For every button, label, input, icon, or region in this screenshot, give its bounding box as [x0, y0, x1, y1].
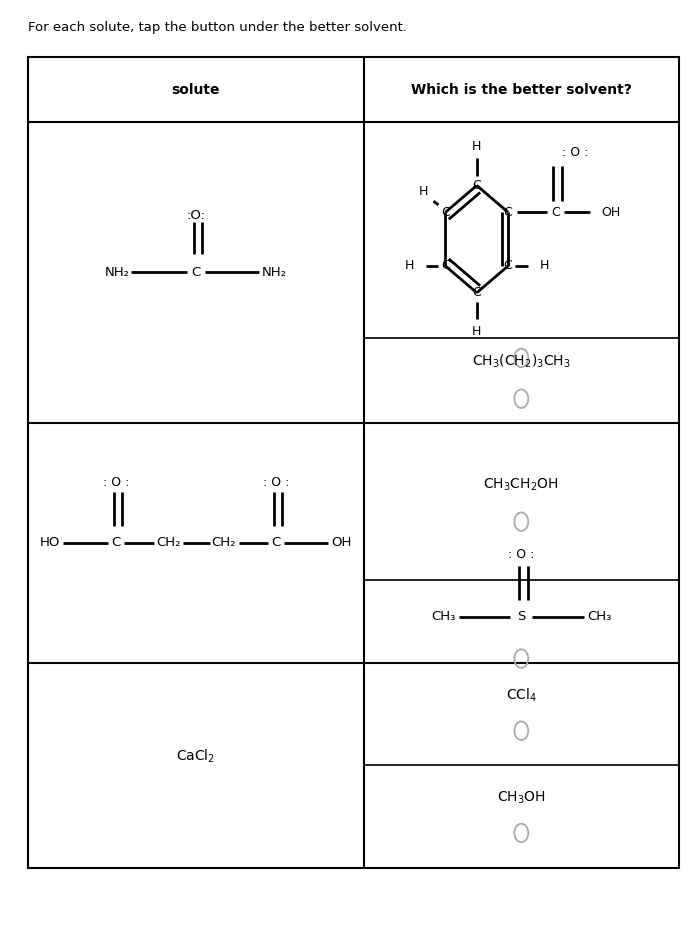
Text: CaCl$_2$: CaCl$_2$: [176, 747, 216, 765]
Text: CH$_3$CH$_2$OH: CH$_3$CH$_2$OH: [484, 476, 559, 493]
Text: C: C: [473, 286, 481, 300]
Text: For each solute, tap the button under the better solvent.: For each solute, tap the button under th…: [28, 21, 407, 34]
Text: H: H: [472, 325, 482, 339]
Text: solute: solute: [172, 82, 220, 97]
Text: : O :: : O :: [562, 145, 588, 159]
Text: Which is the better solvent?: Which is the better solvent?: [411, 82, 632, 97]
Text: C: C: [504, 205, 512, 219]
Text: CH$_3$OH: CH$_3$OH: [497, 790, 546, 806]
Text: : O :: : O :: [103, 476, 129, 489]
Text: CH₂: CH₂: [156, 536, 180, 549]
Text: S: S: [517, 610, 525, 623]
Text: H: H: [539, 259, 549, 273]
Text: CH$_3$(CH$_2$)$_3$CH$_3$: CH$_3$(CH$_2$)$_3$CH$_3$: [472, 353, 571, 370]
Text: OH: OH: [331, 536, 352, 549]
Text: CH₃: CH₃: [587, 610, 612, 623]
Text: H: H: [404, 259, 414, 273]
Text: NH₂: NH₂: [105, 265, 130, 279]
Text: C: C: [191, 265, 200, 279]
Text: HO: HO: [40, 536, 61, 549]
Text: C: C: [271, 536, 280, 549]
Text: C: C: [551, 205, 560, 219]
Text: C: C: [504, 259, 512, 273]
Text: H: H: [418, 185, 428, 199]
Text: : O :: : O :: [508, 548, 535, 561]
Text: CH₃: CH₃: [431, 610, 455, 623]
Text: : O :: : O :: [263, 476, 289, 489]
Text: NH₂: NH₂: [262, 265, 287, 279]
Text: OH: OH: [601, 205, 621, 219]
Text: CCl$_4$: CCl$_4$: [506, 687, 537, 704]
Text: CH₂: CH₂: [212, 536, 236, 549]
Text: C: C: [441, 205, 450, 219]
Text: C: C: [111, 536, 120, 549]
Text: H: H: [472, 140, 482, 154]
Text: C: C: [473, 179, 481, 192]
Text: C: C: [441, 259, 450, 273]
Text: :O:: :O:: [187, 208, 205, 222]
